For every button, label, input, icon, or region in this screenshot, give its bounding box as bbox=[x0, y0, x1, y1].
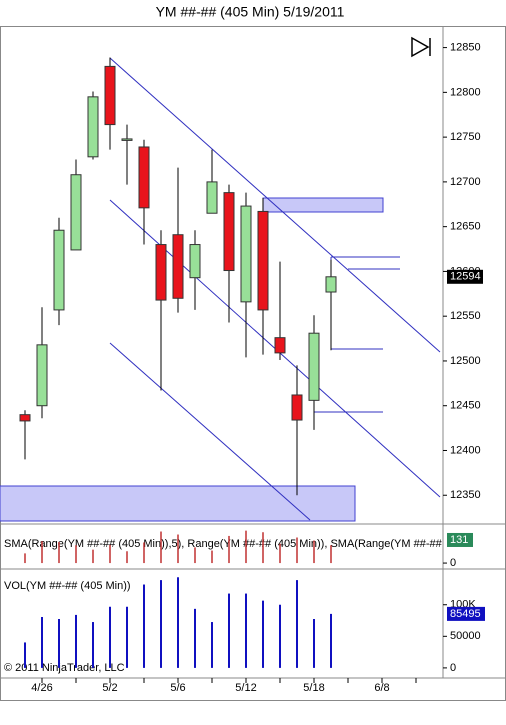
candle-body bbox=[53, 229, 65, 311]
x-tick-label: 5/18 bbox=[303, 682, 324, 694]
trend-line bbox=[109, 57, 441, 353]
volume-label: VOL(YM ##-## (405 Min)) bbox=[4, 580, 131, 592]
y-tick-label: 12650 bbox=[450, 221, 481, 233]
last-price-label: 12594 bbox=[450, 271, 481, 283]
candle-body bbox=[19, 414, 31, 422]
y-tick-label: 0 bbox=[450, 557, 456, 569]
y-tick-label: 0 bbox=[450, 662, 456, 674]
y-tick-label: 12450 bbox=[450, 400, 481, 412]
candle-body bbox=[308, 332, 320, 401]
candle-body bbox=[87, 96, 99, 158]
candle-body bbox=[70, 174, 82, 251]
candle-body bbox=[223, 192, 235, 272]
volume-box bbox=[447, 606, 485, 621]
y-tick-label: 12750 bbox=[450, 131, 481, 143]
sma-box bbox=[447, 532, 473, 547]
y-tick-label: 12700 bbox=[450, 176, 481, 188]
x-tick-label: 6/8 bbox=[374, 682, 389, 694]
y-tick-label: 12550 bbox=[450, 310, 481, 322]
last-price-box bbox=[447, 269, 483, 284]
copyright: © 2011 NinjaTrader, LLC bbox=[4, 662, 125, 674]
candle-body bbox=[257, 210, 269, 311]
candle-body bbox=[240, 205, 252, 303]
candle-body bbox=[189, 244, 201, 279]
y-tick-label: 12800 bbox=[450, 86, 481, 98]
x-tick-label: 4/26 bbox=[31, 682, 52, 694]
candle-body bbox=[155, 244, 167, 301]
y-tick-label: 12500 bbox=[450, 355, 481, 367]
candle-body bbox=[138, 146, 150, 209]
candle-body bbox=[291, 394, 303, 421]
volume-last-label: 85495 bbox=[450, 608, 481, 620]
play-icon[interactable] bbox=[411, 36, 431, 58]
y-tick-label: 12400 bbox=[450, 444, 481, 456]
candle-body bbox=[121, 138, 133, 141]
candle-body bbox=[36, 344, 48, 407]
candle-body bbox=[104, 65, 116, 126]
y-tick-label: 12350 bbox=[450, 489, 481, 501]
x-tick-label: 5/12 bbox=[235, 682, 256, 694]
candle-body bbox=[172, 234, 184, 299]
chart-title: YM ##-## (405 Min) 5/19/2011 bbox=[156, 4, 345, 20]
x-tick-label: 5/6 bbox=[170, 682, 185, 694]
y-tick-label: 12850 bbox=[450, 41, 481, 53]
candle-body bbox=[274, 337, 286, 354]
range-label: SMA(Range(YM ##-## (405 Min)),5), Range(… bbox=[4, 538, 443, 550]
trend-line bbox=[109, 342, 311, 521]
x-tick-label: 5/2 bbox=[102, 682, 117, 694]
zone-box bbox=[0, 485, 356, 522]
candle-body bbox=[325, 276, 337, 293]
sma-label: 131 bbox=[450, 534, 468, 546]
candle-body bbox=[206, 181, 218, 214]
y-tick-label: 50000 bbox=[450, 630, 481, 642]
